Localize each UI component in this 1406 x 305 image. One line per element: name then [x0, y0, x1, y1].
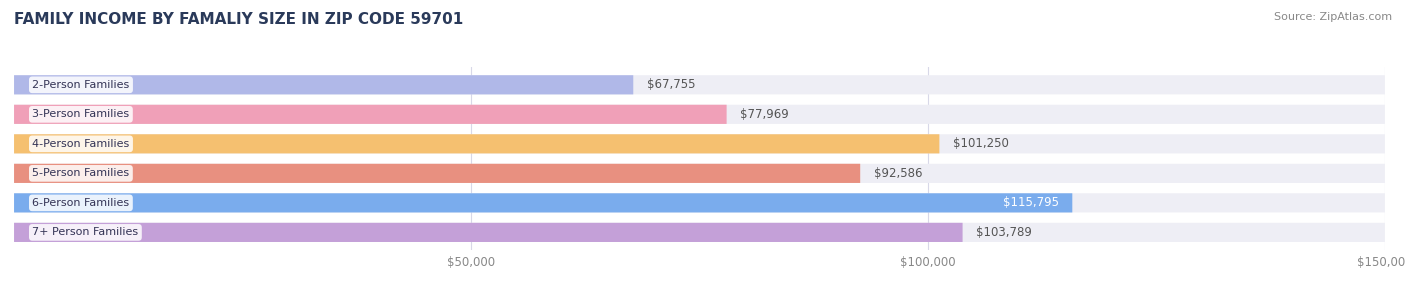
Text: 4-Person Families: 4-Person Families	[32, 139, 129, 149]
FancyBboxPatch shape	[14, 223, 1385, 242]
Text: $67,755: $67,755	[647, 78, 696, 91]
FancyBboxPatch shape	[14, 134, 1385, 153]
Text: Source: ZipAtlas.com: Source: ZipAtlas.com	[1274, 12, 1392, 22]
Text: $92,586: $92,586	[875, 167, 922, 180]
Text: $101,250: $101,250	[953, 137, 1010, 150]
Text: $77,969: $77,969	[741, 108, 789, 121]
FancyBboxPatch shape	[14, 105, 727, 124]
Text: 3-Person Families: 3-Person Families	[32, 109, 129, 119]
Text: $103,789: $103,789	[976, 226, 1032, 239]
FancyBboxPatch shape	[14, 164, 1385, 183]
FancyBboxPatch shape	[14, 75, 1385, 95]
FancyBboxPatch shape	[14, 134, 939, 153]
FancyBboxPatch shape	[14, 193, 1073, 213]
FancyBboxPatch shape	[14, 223, 963, 242]
FancyBboxPatch shape	[14, 75, 633, 95]
Text: 6-Person Families: 6-Person Families	[32, 198, 129, 208]
FancyBboxPatch shape	[14, 105, 1385, 124]
Text: $115,795: $115,795	[1002, 196, 1059, 209]
Text: 2-Person Families: 2-Person Families	[32, 80, 129, 90]
Text: 7+ Person Families: 7+ Person Families	[32, 228, 138, 237]
FancyBboxPatch shape	[14, 193, 1385, 213]
Text: 5-Person Families: 5-Person Families	[32, 168, 129, 178]
Text: FAMILY INCOME BY FAMALIY SIZE IN ZIP CODE 59701: FAMILY INCOME BY FAMALIY SIZE IN ZIP COD…	[14, 12, 464, 27]
FancyBboxPatch shape	[14, 164, 860, 183]
